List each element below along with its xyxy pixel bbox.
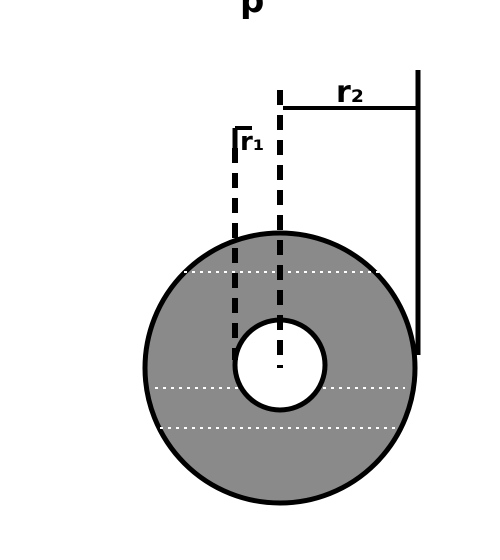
r2-label: r₂ [336,75,364,110]
top-fragment-text: p [240,0,264,21]
r1-label: r₁ [240,127,264,157]
